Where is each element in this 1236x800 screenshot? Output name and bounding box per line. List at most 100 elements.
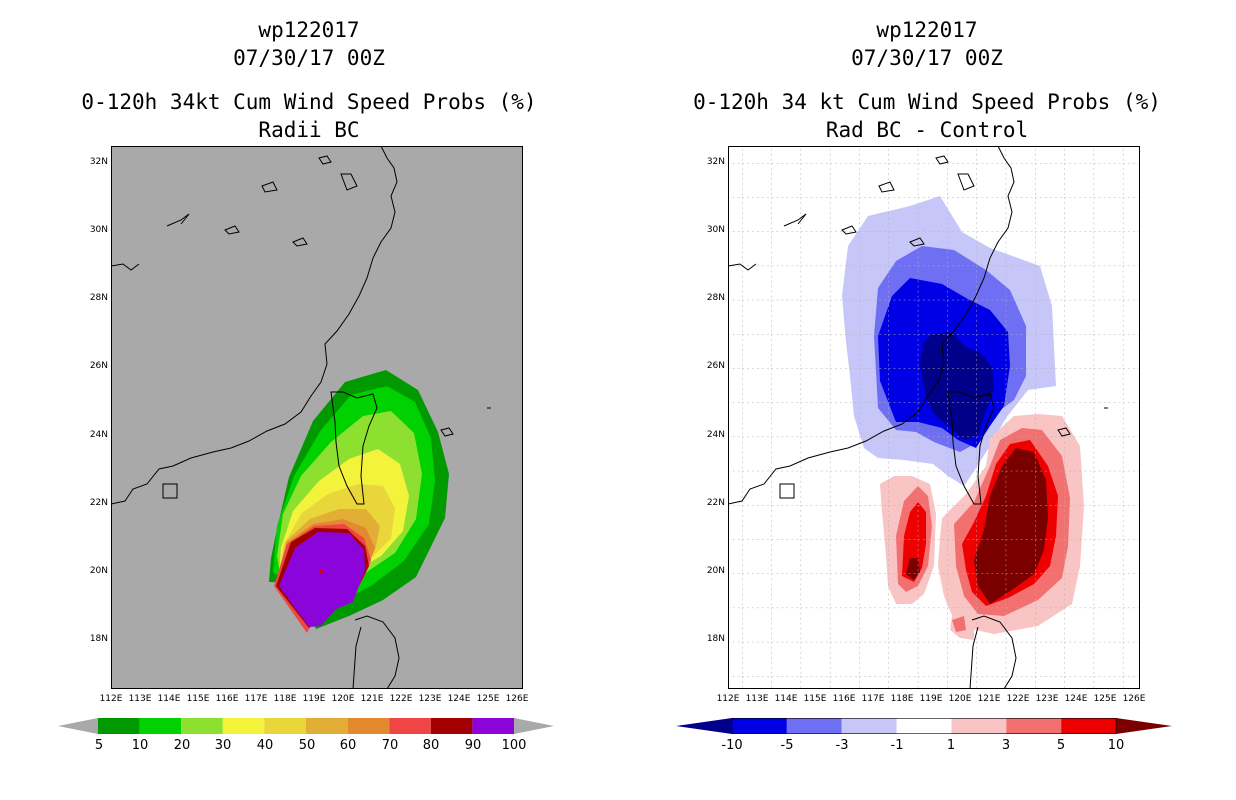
right-storm-id: wp122017 — [876, 18, 978, 42]
left-lon-label: 114E — [157, 694, 181, 704]
right-colorbar-label: 5 — [1056, 738, 1066, 753]
right-product-title: 0-120h 34 kt Cum Wind Speed Probs (%) — [693, 90, 1161, 114]
left-coastlines — [111, 146, 491, 689]
left-colorbar-bin — [472, 718, 514, 734]
left-lon-label: 117E — [244, 694, 268, 704]
right-lon-label: 121E — [977, 694, 1001, 704]
left-lon-label: 115E — [186, 694, 210, 704]
left-lon-label: 119E — [302, 694, 326, 704]
left-lat-label: 28N — [89, 293, 108, 303]
left-colorbar-right-arrow — [514, 718, 554, 734]
left-product-title: 0-120h 34kt Cum Wind Speed Probs (%) — [81, 90, 537, 114]
left-lon-label: 123E — [418, 694, 442, 704]
right-colorbar-label: 10 — [1107, 738, 1125, 753]
left-map-frame — [111, 146, 523, 689]
right-lon-label: 113E — [745, 694, 769, 704]
left-lat-label: 26N — [89, 361, 108, 371]
left-colorbar-label: 100 — [501, 738, 527, 753]
right-lon-label: 118E — [890, 694, 914, 704]
right-colorbar-label: 3 — [1001, 738, 1011, 753]
left-lat-label: 30N — [89, 225, 108, 235]
right-lon-label: 117E — [861, 694, 885, 704]
storm-center-marker — [319, 570, 323, 574]
right-panel: wp122017 07/30/17 00Z 0-120h 34 kt Cum W… — [618, 0, 1236, 800]
left-colorbar-label: 30 — [214, 738, 232, 753]
right-lat-label: 30N — [706, 225, 725, 235]
right-subtitle: Rad BC - Control — [825, 118, 1029, 142]
left-lat-label: 22N — [89, 498, 108, 508]
right-colorbar-bin — [786, 718, 842, 734]
right-colorbar-bin — [1061, 718, 1116, 734]
left-colorbar-label: 10 — [131, 738, 149, 753]
right-lon-label: 124E — [1064, 694, 1088, 704]
right-lat-label: 22N — [706, 498, 725, 508]
left-lon-label: 120E — [331, 694, 355, 704]
left-colorbar-bin — [181, 718, 223, 734]
right-datetime: 07/30/17 00Z — [851, 46, 1003, 70]
right-lon-label: 123E — [1035, 694, 1059, 704]
left-colorbar-label: 60 — [339, 738, 357, 753]
right-colorbar-label: -5 — [780, 738, 794, 753]
left-colorbar-label: 70 — [381, 738, 399, 753]
left-map-canvas — [111, 146, 523, 689]
right-lon-label: 126E — [1122, 694, 1146, 704]
right-lat-label: 24N — [706, 430, 725, 440]
left-colorbar-bin — [139, 718, 182, 734]
left-lat-label: 20N — [89, 566, 108, 576]
right-difference-map — [728, 146, 1140, 689]
left-colorbar-label: 80 — [422, 738, 440, 753]
left-probability-contours — [269, 370, 449, 633]
left-colorbar-label: 20 — [173, 738, 191, 753]
left-probability-map — [111, 146, 523, 689]
right-colorbar-label: -10 — [721, 738, 743, 753]
left-colorbar-bin — [430, 718, 473, 734]
right-lat-label: 32N — [706, 157, 725, 167]
left-lat-label: 24N — [89, 430, 108, 440]
right-lon-label: 115E — [803, 694, 827, 704]
right-colorbar-right-arrow — [1116, 718, 1172, 734]
right-lon-label: 112E — [716, 694, 740, 704]
right-colorbar-bin — [841, 718, 897, 734]
right-colorbar-bin — [951, 718, 1007, 734]
left-lat-label: 18N — [89, 634, 108, 644]
left-colorbar-label: 40 — [256, 738, 274, 753]
left-subtitle: Radii BC — [258, 118, 360, 142]
right-map-gridlines — [728, 146, 1140, 689]
left-colorbar-label: 5 — [94, 738, 104, 753]
right-colorbar-outline — [731, 718, 1117, 734]
left-colorbar-label: 50 — [298, 738, 316, 753]
left-colorbar-left-arrow — [58, 718, 98, 734]
left-panel: wp122017 07/30/17 00Z 0-120h 34kt Cum Wi… — [58, 18, 554, 753]
right-lon-label: 120E — [948, 694, 972, 704]
left-storm-id: wp122017 — [258, 18, 360, 42]
right-colorbar — [676, 718, 1172, 734]
left-lon-label: 126E — [505, 694, 529, 704]
right-map-canvas — [728, 146, 1140, 689]
right-colorbar-left-arrow — [676, 718, 732, 734]
left-colorbar-bin — [347, 718, 390, 734]
right-lat-label: 18N — [706, 634, 725, 644]
left-lon-label: 124E — [447, 694, 471, 704]
right-coastlines — [728, 146, 1108, 689]
left-lon-label: 112E — [99, 694, 123, 704]
right-colorbar-bin — [732, 718, 787, 734]
right-colorbar-label: 1 — [946, 738, 956, 753]
right-colorbar-label: -1 — [890, 738, 904, 753]
right-colorbar-label: -3 — [835, 738, 849, 753]
left-datetime: 07/30/17 00Z — [233, 46, 385, 70]
right-lon-label: 122E — [1006, 694, 1030, 704]
right-lat-label: 28N — [706, 293, 725, 303]
left-lon-label: 116E — [215, 694, 239, 704]
left-colorbar-bin — [264, 718, 306, 734]
left-lon-label: 125E — [476, 694, 500, 704]
right-colorbar-bin — [896, 718, 952, 734]
left-colorbar-bin — [389, 718, 431, 734]
left-lat-label: 32N — [89, 157, 108, 167]
right-colorbar-bin — [1006, 718, 1062, 734]
left-colorbar-bin — [98, 718, 140, 734]
left-lon-label: 122E — [389, 694, 413, 704]
left-lon-label: 118E — [273, 694, 297, 704]
right-lon-label: 125E — [1093, 694, 1117, 704]
contour-90 — [279, 532, 365, 627]
left-colorbar-bin — [306, 718, 348, 734]
